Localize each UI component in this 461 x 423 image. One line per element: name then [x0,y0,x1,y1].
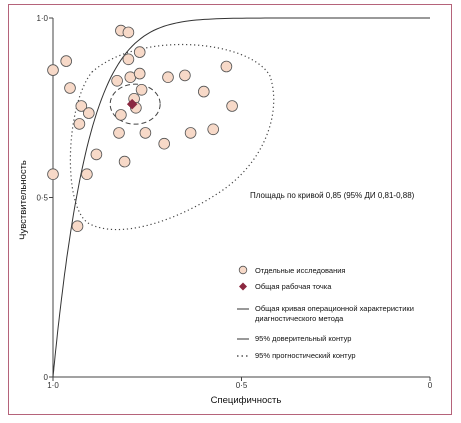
study-point [122,26,135,39]
legend-label-prediction: 95% прогностический контур [255,351,356,360]
legend-label-sroc-line1: Общая кривая операционной характеристики [255,304,414,313]
study-point [73,118,86,130]
prediction-contour [69,43,275,231]
legend-label-sroc: Общая кривая операционной характеристики… [255,304,416,323]
study-point [111,75,123,87]
study-point [179,69,191,82]
study-point [81,168,93,181]
x-axis-label: Специфичность [211,395,282,406]
study-point [122,53,135,66]
summary-point-group [126,98,138,110]
study-point [47,64,59,76]
axes: 1·0 0·5 0 0 0·5 1·0 [36,14,432,390]
study-point [113,127,125,139]
study-point [115,109,127,121]
study-point [60,55,72,67]
legend-label-studies: Отдельные исследования [255,266,345,275]
study-point [64,82,76,94]
study-point [226,100,238,112]
study-point [118,155,131,168]
legend-label-sroc-line2: диагностического метода [255,314,344,323]
legend-label-summary-point: Общая рабочая точка [255,282,332,291]
legend-summary-marker [239,282,247,291]
sroc-curve [52,17,430,377]
legend-study-marker [238,265,248,275]
study-points [47,24,238,233]
legend-label-confidence: 95% доверительный контур [255,334,351,343]
study-point [207,123,220,136]
study-point [71,220,84,233]
study-point [139,127,152,139]
study-point [135,84,148,96]
study-point [90,148,103,161]
y-tick-label: 0·5 [36,194,48,203]
study-point [47,168,59,181]
study-point [83,107,95,119]
y-tick-label: 0 [44,373,49,382]
legend: Отдельные исследования Общая рабочая точ… [237,265,416,360]
contours [52,17,430,377]
confidence-contour [109,83,161,125]
study-point [75,100,88,112]
study-point [198,85,210,98]
study-point [220,60,233,73]
study-point [133,46,146,58]
x-tick-label: 1·0 [47,381,59,390]
x-tick-label: 0·5 [236,381,248,390]
y-tick-label: 1·0 [36,14,48,23]
summary-point [126,98,138,110]
chart-frame [8,4,452,415]
study-point [184,127,197,139]
study-point [133,67,146,80]
y-axis-label: Чувствительность [18,160,29,240]
study-point [158,137,171,150]
x-tick-label: 0 [428,381,433,390]
auc-annotation: Площадь по кривой 0,85 (95% ДИ 0,81-0,88… [250,191,415,200]
study-point [162,71,174,83]
